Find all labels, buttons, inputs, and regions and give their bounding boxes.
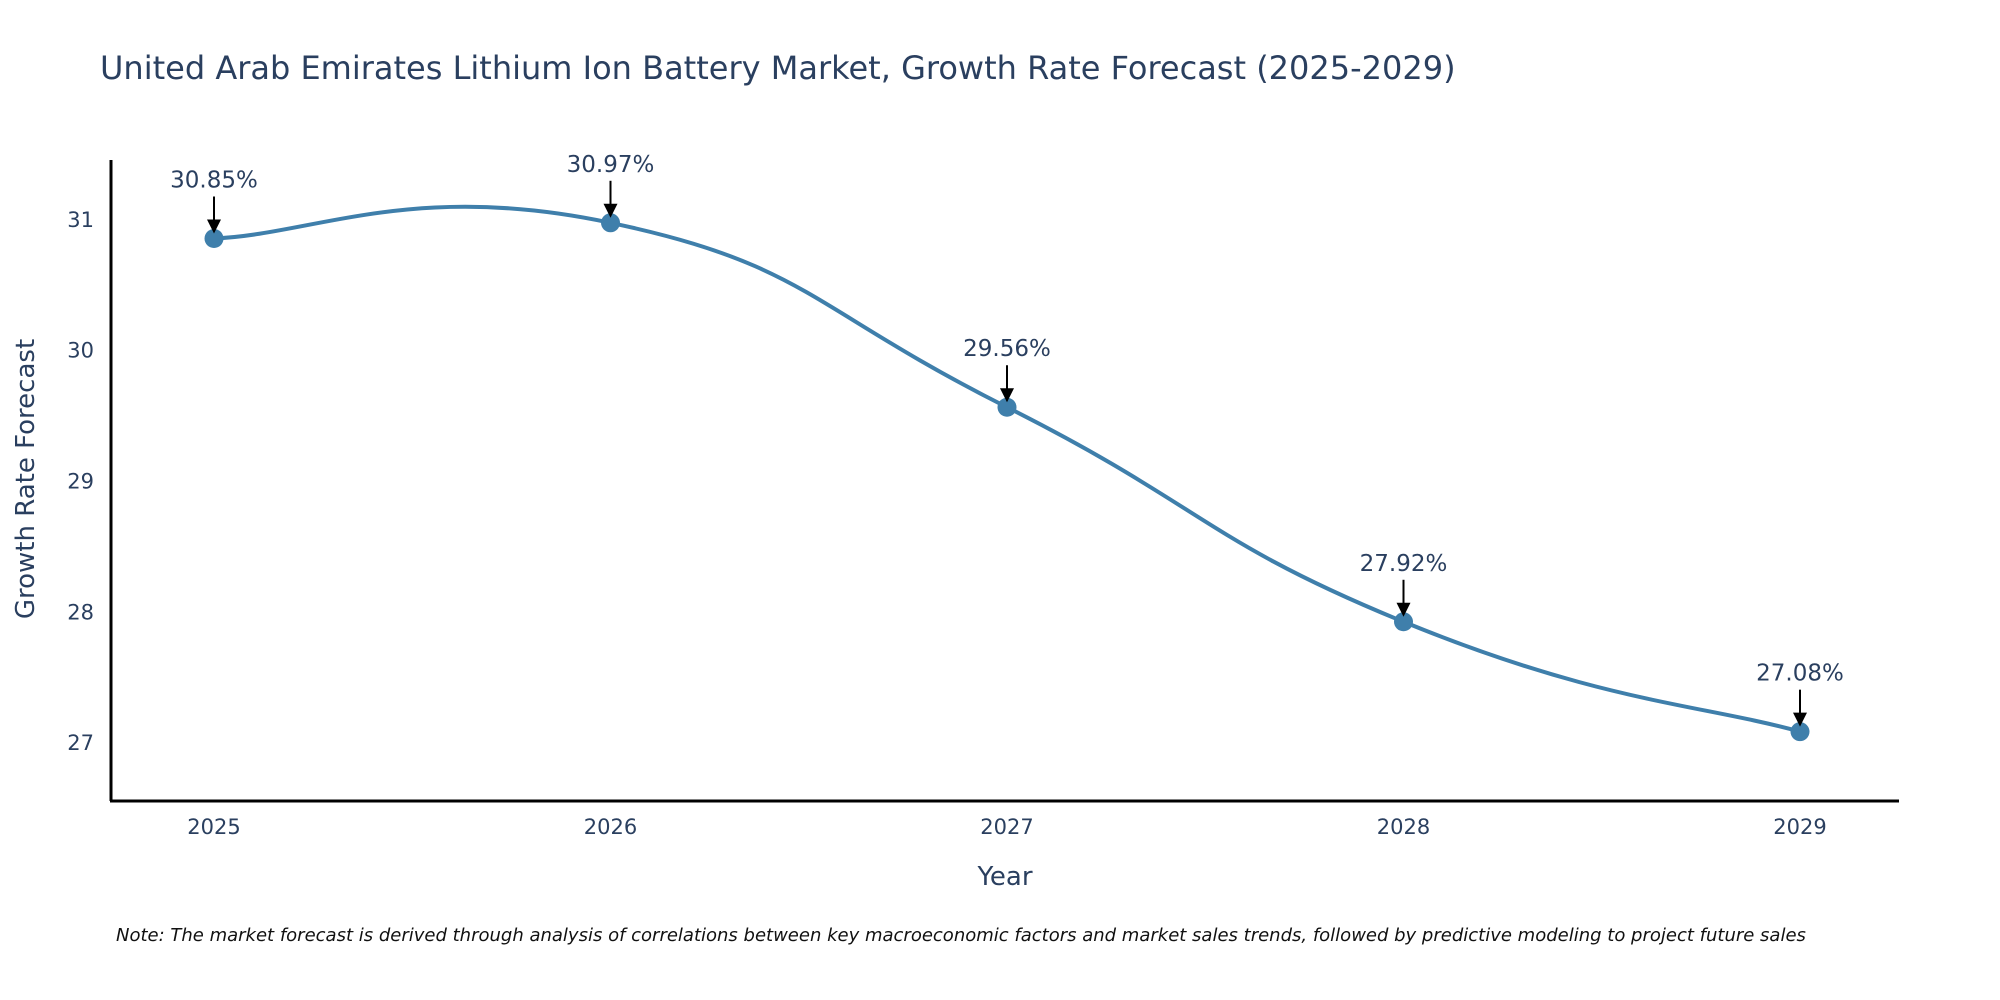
data-label: 29.56% — [963, 336, 1051, 362]
x-axis-title: Year — [976, 862, 1032, 892]
x-tick-label: 2025 — [187, 815, 240, 839]
data-annotation-2025: 30.85% — [170, 167, 258, 234]
x-tick-label: 2029 — [1773, 815, 1826, 839]
y-tick-label: 31 — [67, 208, 94, 232]
data-markers — [204, 213, 1810, 742]
y-tick-label: 28 — [67, 600, 94, 624]
x-tick-label: 2028 — [1377, 815, 1430, 839]
annotation-arrow-head — [603, 203, 618, 218]
y-axis-title: Growth Rate Forecast — [11, 339, 41, 619]
x-tick-label: 2026 — [584, 815, 637, 839]
data-annotations: 30.85% 30.97% 29.56% 27.92% 27.08% — [170, 152, 1844, 727]
y-tick-label: 29 — [67, 470, 94, 494]
chart-title: United Arab Emirates Lithium Ion Battery… — [100, 49, 1456, 87]
annotation-arrow-head — [207, 219, 221, 234]
data-point-2027 — [997, 397, 1017, 417]
y-tick-label: 30 — [67, 339, 94, 363]
data-label: 27.08% — [1756, 661, 1844, 687]
footnote: Note: The market forecast is derived thr… — [116, 925, 1806, 946]
data-annotation-2026: 30.97% — [567, 152, 655, 218]
data-label: 30.85% — [170, 167, 258, 193]
x-tick-label: 2027 — [980, 815, 1033, 839]
data-annotation-2029: 27.08% — [1756, 661, 1844, 727]
data-point-2028 — [1394, 612, 1413, 632]
annotation-arrow-head — [1396, 602, 1411, 617]
data-label: 30.97% — [567, 152, 655, 178]
data-point-2029 — [1790, 722, 1810, 742]
data-annotation-2027: 29.56% — [963, 336, 1051, 403]
data-annotation-2028: 27.92% — [1360, 551, 1448, 617]
y-tick-label: 27 — [67, 731, 94, 755]
data-point-2026 — [601, 213, 620, 233]
y-tick-labels: 27 28 29 30 31 — [67, 208, 94, 755]
series-line — [212, 204, 1802, 734]
annotation-arrow-head — [1000, 388, 1014, 403]
annotation-arrow-head — [1793, 712, 1807, 727]
data-point-2025 — [204, 228, 224, 248]
x-tick-labels: 2025 2026 2027 2028 2029 — [187, 815, 1826, 839]
data-label: 27.92% — [1360, 551, 1448, 577]
